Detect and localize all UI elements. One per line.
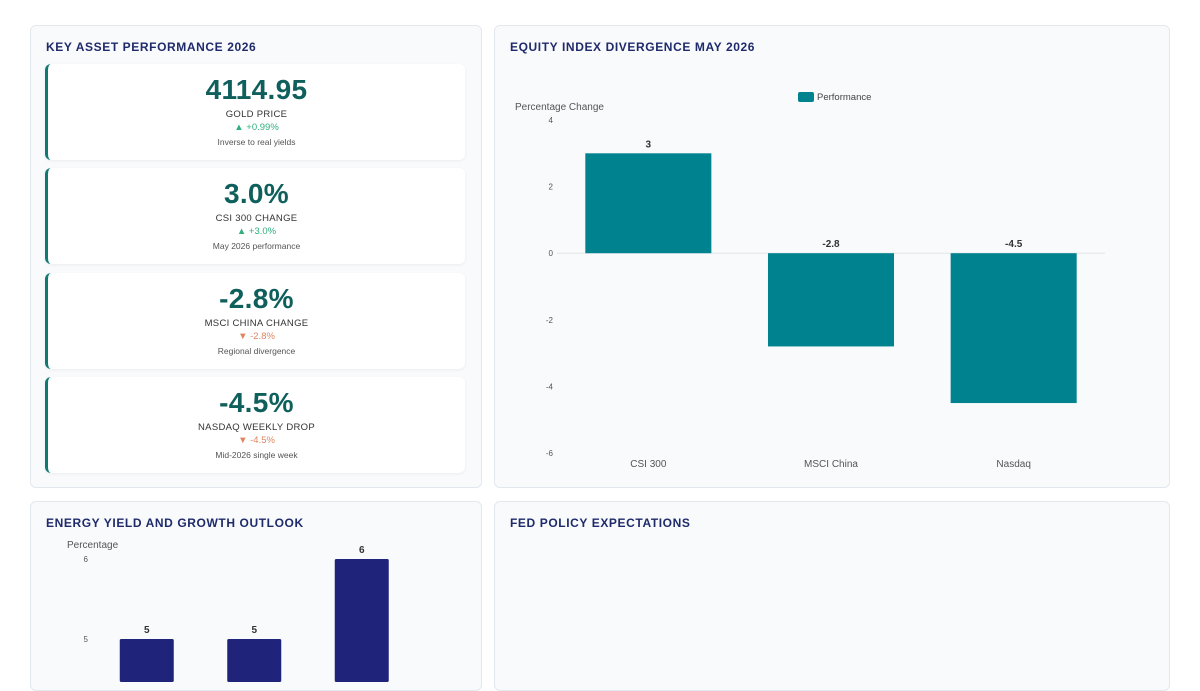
y-tick-label: 0: [549, 249, 554, 258]
energy-panel: ENERGY YIELD AND GROWTH OUTLOOK Percenta…: [30, 501, 482, 691]
bar: [227, 639, 282, 682]
kpi-label: MSCI CHINA CHANGE: [204, 318, 309, 329]
y-axis-label: Percentage Change: [515, 102, 604, 113]
equity-panel-title: EQUITY INDEX DIVERGENCE MAY 2026: [510, 40, 756, 54]
fed-panel: FED POLICY EXPECTATIONS: [494, 501, 1170, 691]
y-tick-label: -4: [546, 382, 554, 391]
kpi-card-msci-china: -2.8% MSCI CHINA CHANGE ▼ -2.8% Regional…: [45, 273, 465, 369]
kpi-label: GOLD PRICE: [225, 109, 288, 120]
data-label: 5: [144, 625, 150, 636]
kpi-label: NASDAQ WEEKLY DROP: [198, 422, 315, 433]
bar: [950, 253, 1077, 404]
bar: [119, 639, 174, 682]
bar: [767, 253, 895, 347]
data-label: -4.5: [1005, 239, 1023, 250]
energy-bar-chart: Percentage 6 5 5 5 6: [67, 540, 389, 682]
y-tick-label: 6: [84, 555, 89, 564]
kpi-value: 3.0%: [223, 178, 290, 209]
y-tick-label: 5: [84, 635, 89, 644]
kpi-delta: ▲ +0.99%: [234, 122, 279, 133]
kpi-value: 4114.95: [205, 74, 308, 105]
kpi-card-csi300: 3.0% CSI 300 CHANGE ▲ +3.0% May 2026 per…: [45, 168, 465, 264]
legend-swatch: [798, 92, 814, 102]
y-tick-label: 4: [549, 116, 554, 125]
kpi-card-gold: 4114.95 GOLD PRICE ▲ +0.99% Inverse to r…: [45, 64, 465, 160]
kpi-note: Regional divergence: [217, 346, 296, 356]
energy-panel-title: ENERGY YIELD AND GROWTH OUTLOOK: [46, 516, 304, 530]
fed-panel-title: FED POLICY EXPECTATIONS: [510, 516, 691, 530]
kpi-note: Mid-2026 single week: [215, 450, 298, 460]
kpi-panel: KEY ASSET PERFORMANCE 2026 4114.95 GOLD …: [30, 25, 482, 488]
kpi-value: -4.5%: [219, 387, 294, 418]
kpi-delta: ▼ -4.5%: [238, 435, 275, 446]
kpi-label: CSI 300 CHANGE: [215, 213, 298, 224]
equity-panel: EQUITY INDEX DIVERGENCE MAY 2026 Perform…: [494, 25, 1170, 488]
y-tick-label: -2: [546, 316, 554, 325]
y-tick-label: 2: [549, 183, 554, 192]
x-tick-label: CSI 300: [630, 459, 667, 470]
data-label: 5: [251, 625, 257, 636]
kpi-card-nasdaq: -4.5% NASDAQ WEEKLY DROP ▼ -4.5% Mid-202…: [45, 377, 465, 473]
kpi-delta: ▼ -2.8%: [238, 331, 275, 342]
x-tick-label: MSCI China: [804, 459, 858, 470]
data-label: 3: [646, 139, 652, 150]
kpi-delta: ▲ +3.0%: [236, 226, 277, 237]
data-label: -2.8: [822, 239, 840, 250]
data-label: 6: [359, 545, 365, 556]
kpi-value: -2.8%: [219, 283, 294, 314]
kpi-note: Inverse to real yields: [217, 137, 296, 147]
legend-label: Performance: [817, 92, 871, 103]
equity-bar-chart: Performance Percentage Change 4 2 0 -2 -4 -6 3 CS…: [515, 92, 1105, 470]
y-tick-label: -6: [546, 449, 554, 458]
kpi-panel-title: KEY ASSET PERFORMANCE 2026: [46, 40, 257, 54]
y-axis-label: Percentage: [67, 540, 119, 551]
x-tick-label: Nasdaq: [996, 459, 1030, 470]
kpi-note: May 2026 performance: [212, 241, 301, 251]
bar: [334, 559, 389, 682]
bar: [585, 153, 712, 254]
